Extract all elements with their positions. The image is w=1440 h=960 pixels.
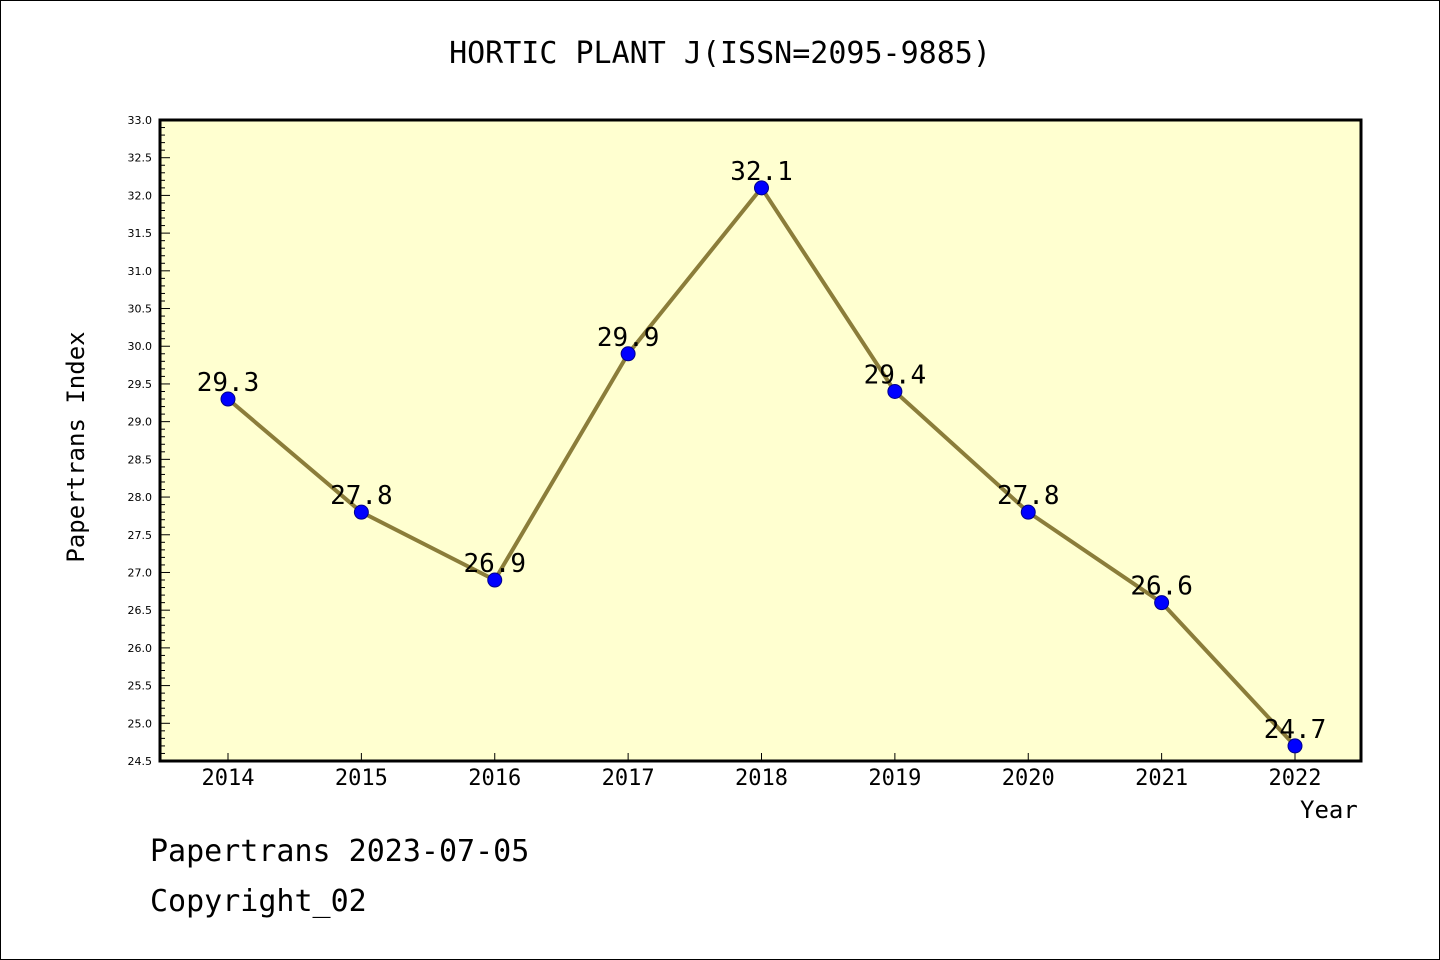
x-tick-label: 2017	[602, 766, 655, 791]
data-label: 24.7	[1264, 715, 1327, 745]
data-label: 27.8	[330, 481, 393, 511]
data-label: 29.3	[197, 368, 260, 398]
data-label: 29.9	[597, 323, 660, 353]
y-tick-label: 33.0	[128, 114, 153, 127]
y-tick-label: 26.5	[128, 604, 153, 617]
y-tick-label: 24.5	[128, 755, 153, 768]
plot-area	[160, 120, 1361, 761]
data-label: 32.1	[730, 157, 793, 187]
y-tick-label: 26.0	[128, 642, 153, 655]
data-point	[620, 346, 636, 362]
data-point	[1020, 504, 1036, 520]
plot-border	[158, 118, 1363, 763]
y-tick-label: 29.0	[128, 416, 153, 429]
data-label: 27.8	[997, 481, 1060, 511]
y-tick-label: 25.0	[128, 717, 153, 730]
data-point	[887, 383, 903, 399]
data-label: 26.9	[463, 549, 526, 579]
y-tick-label: 29.5	[128, 378, 153, 391]
footer-copyright: Copyright_02	[150, 884, 367, 919]
data-label: 29.4	[864, 360, 927, 390]
x-tick-label: 2014	[202, 766, 255, 791]
data-label: 26.6	[1130, 572, 1193, 602]
data-point	[1154, 595, 1170, 611]
x-tick-label: 2016	[468, 766, 521, 791]
y-tick-label: 30.5	[128, 303, 153, 316]
data-point	[353, 504, 369, 520]
y-tick-label: 27.0	[128, 566, 153, 579]
y-tick-label: 32.5	[128, 152, 153, 165]
y-tick-label: 25.5	[128, 680, 153, 693]
x-tick-label: 2019	[868, 766, 921, 791]
y-tick-label: 28.5	[128, 453, 153, 466]
y-tick-label: 31.0	[128, 265, 153, 278]
footer-date: Papertrans 2023-07-05	[150, 834, 530, 869]
chart-title: HORTIC PLANT J(ISSN=2095-9885)	[449, 36, 991, 71]
x-tick-label: 2015	[335, 766, 388, 791]
data-point	[1287, 738, 1303, 754]
x-axis-label: Year	[1300, 796, 1358, 824]
x-tick-label: 2022	[1269, 766, 1322, 791]
x-tick-label: 2018	[735, 766, 788, 791]
data-point	[487, 572, 503, 588]
y-tick-label: 32.0	[128, 189, 153, 202]
x-tick-label: 2020	[1002, 766, 1055, 791]
y-tick-label: 31.5	[128, 227, 153, 240]
y-tick-label: 30.0	[128, 340, 153, 353]
y-tick-label: 27.5	[128, 529, 153, 542]
data-point	[754, 180, 769, 196]
data-point	[220, 391, 236, 407]
x-tick-label: 2021	[1135, 766, 1188, 791]
y-tick-label: 28.0	[128, 491, 153, 504]
